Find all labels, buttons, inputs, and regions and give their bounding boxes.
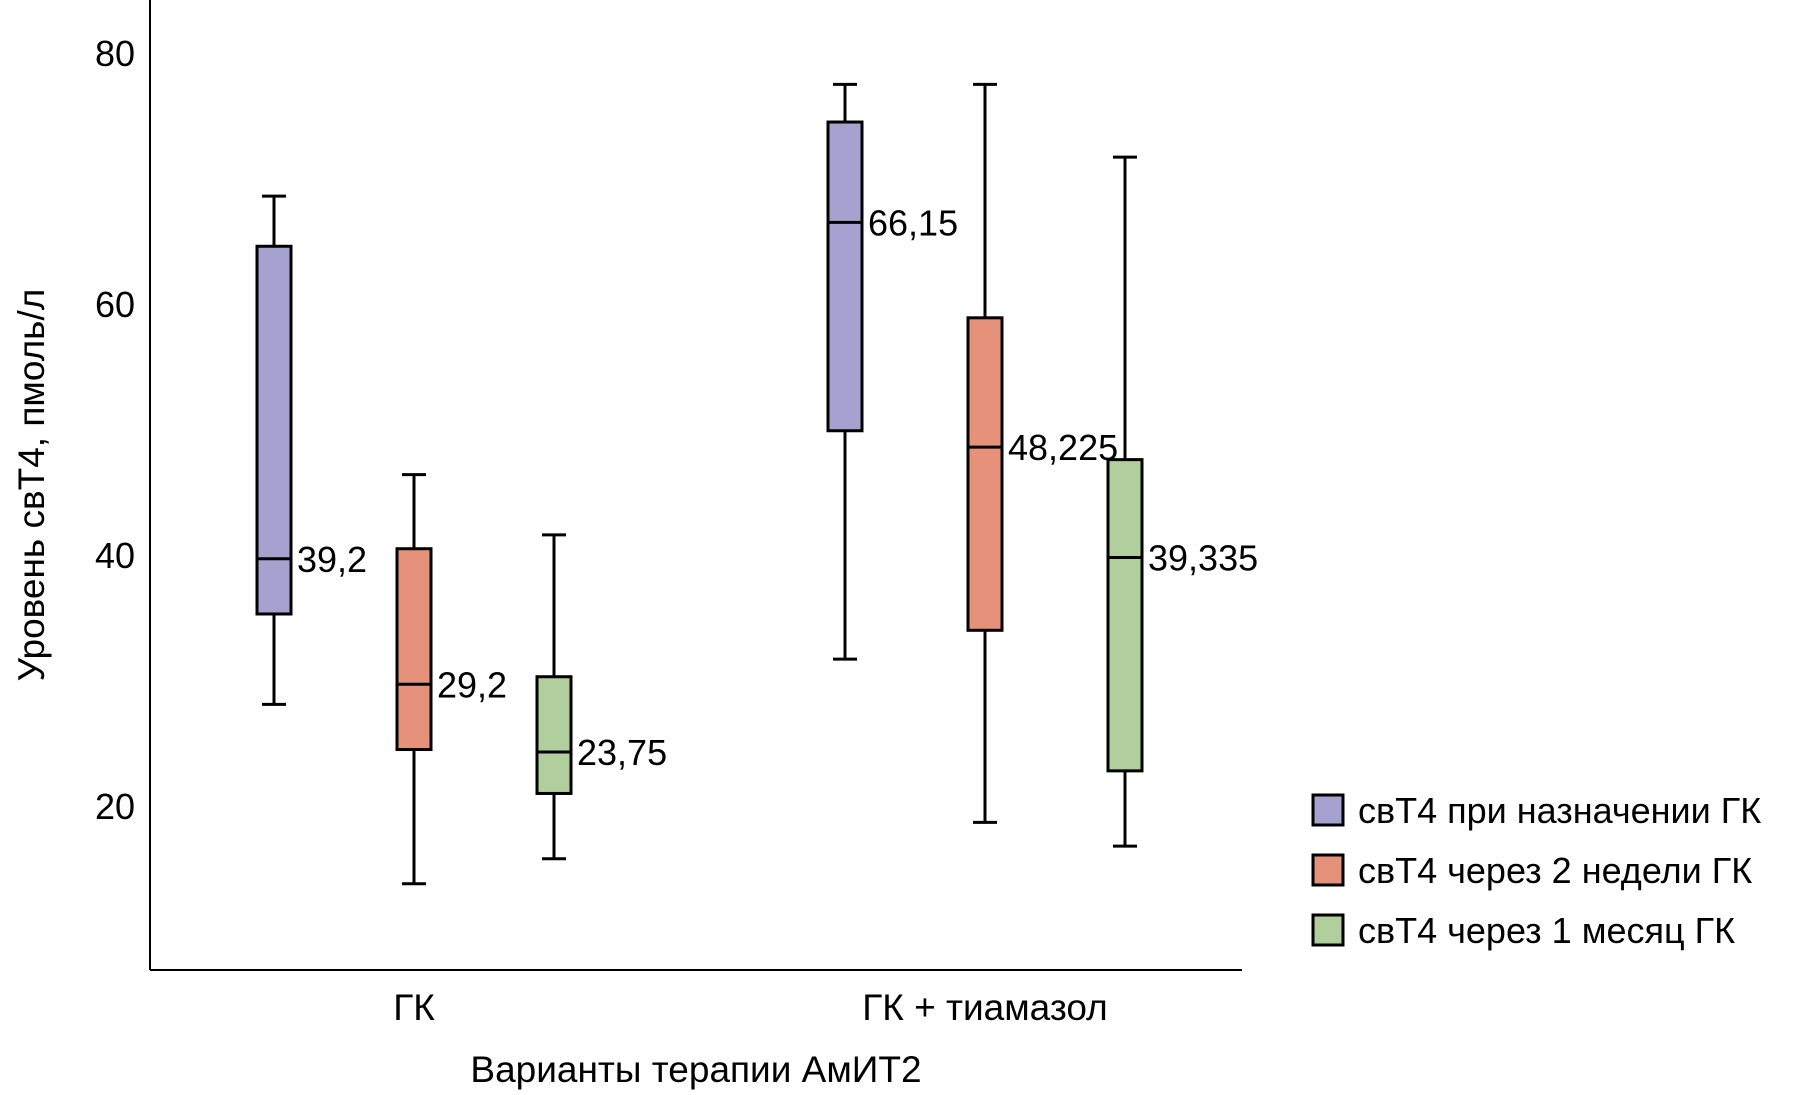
legend-swatch: [1311, 793, 1345, 827]
legend-swatch: [1311, 913, 1345, 947]
box-group: 39,2: [255, 194, 367, 706]
median-label: 39,2: [297, 539, 367, 580]
median-label: 29,2: [437, 664, 507, 705]
median-label: 39,335: [1148, 538, 1258, 579]
legend: свТ4 при назначении ГК свТ4 через 2 недел…: [1311, 790, 1761, 951]
y-axis-title: Уровень свТ4, пмоль/л: [11, 289, 52, 682]
box-rect: [535, 675, 573, 795]
y-tick-label: 20: [95, 786, 135, 827]
box-rect: [966, 316, 1004, 632]
legend-label: свТ4 через 1 месяц ГК: [1358, 910, 1735, 951]
legend-label: свТ4 при назначении ГК: [1358, 790, 1761, 831]
box-rect: [1106, 458, 1144, 773]
box-group: 66,15: [826, 82, 958, 661]
median-label: 66,15: [868, 202, 958, 243]
y-tick-label: 60: [95, 284, 135, 325]
box-rect: [395, 547, 433, 752]
median-label: 23,75: [577, 732, 667, 773]
legend-swatch: [1311, 853, 1345, 887]
box-group: 39,335: [1106, 155, 1258, 848]
boxes: 39,2 66,15 29,2 48,225 23,75 39,335: [255, 82, 1258, 886]
box-group: 48,225: [966, 82, 1118, 824]
x-category-labels: ГК ГК + тиамазол: [393, 987, 1108, 1028]
x-category-label: ГК: [393, 987, 435, 1028]
x-axis-title: Варианты терапии АмИТ2: [470, 1049, 921, 1090]
box-group: 29,2: [395, 473, 507, 886]
y-tick-label: 40: [95, 535, 135, 576]
box-rect: [255, 244, 293, 616]
box-rect: [826, 120, 864, 433]
y-ticks: 20 40 60 80: [95, 33, 135, 827]
legend-label: свТ4 через 2 недели ГК: [1358, 850, 1752, 891]
median-label: 48,225: [1008, 427, 1118, 468]
y-tick-label: 80: [95, 33, 135, 74]
box-group: 23,75: [535, 533, 667, 861]
x-category-label: ГК + тиамазол: [862, 987, 1107, 1028]
